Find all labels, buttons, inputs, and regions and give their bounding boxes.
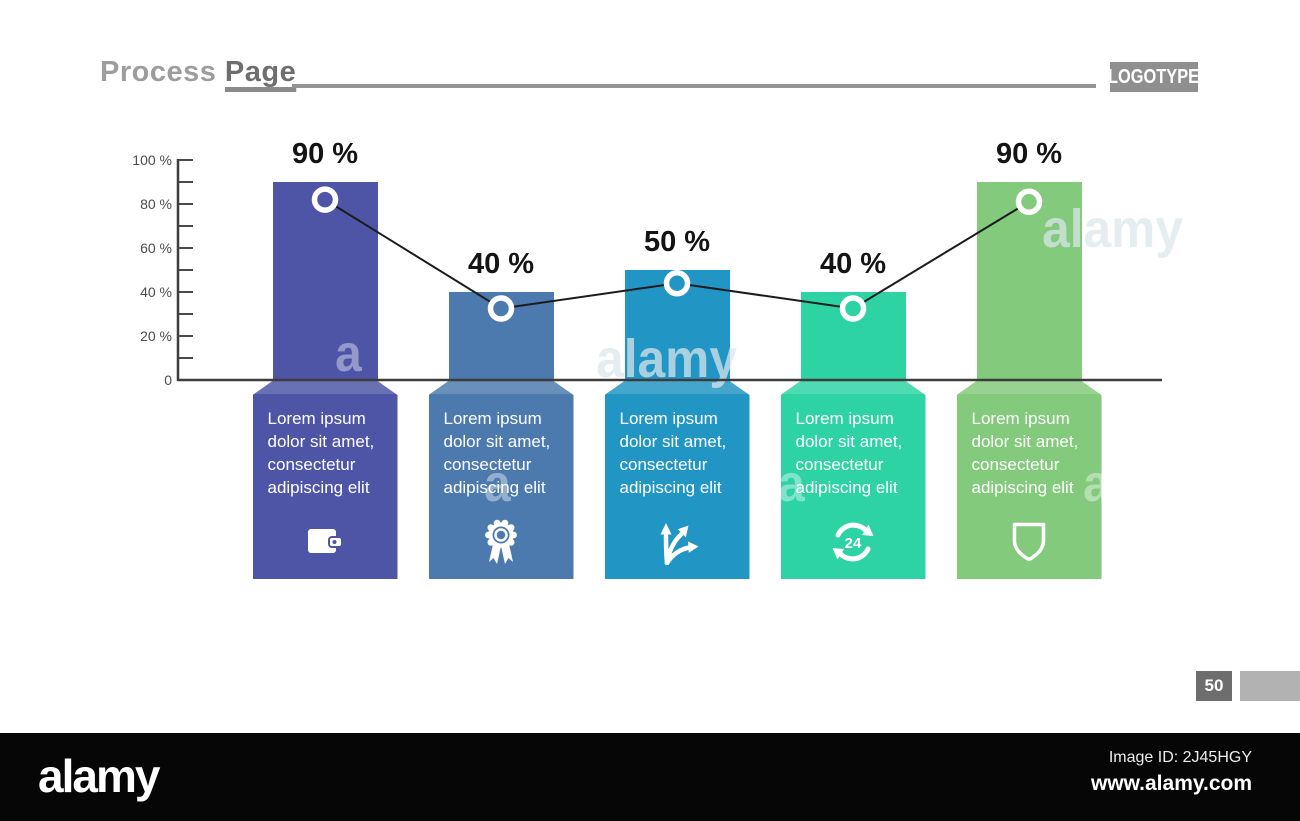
description-text: Lorem ipsum dolor sit amet, consectetur … [267,409,375,497]
slide-number-strip [1240,671,1300,701]
bar-step-4 [800,292,906,382]
ytick-100: 100 % [132,152,172,168]
box-bevel [604,381,750,394]
description-text: Lorem ipsum dolor sit amet, consectetur … [795,409,903,497]
bar-value-label: 40 % [467,248,535,280]
logotype-badge: LOGOTYPE [1108,62,1200,92]
ytick-60: 60 % [140,240,172,256]
bar-step-1 [272,182,378,382]
bar-value-label: 40 % [819,248,887,280]
wallet-icon [253,517,398,567]
process-step-column-4: 40 % Lorem ipsum dolor sit amet, consect… [780,0,926,600]
description-text: Lorem ipsum dolor sit amet, consectetur … [619,409,727,497]
process-step-column-3: 50 % Lorem ipsum dolor sit amet, consect… [604,0,750,600]
box-bevel [252,381,398,394]
logotype-label: LOGOTYPE [1108,65,1200,88]
title-word-process: Process [100,56,217,88]
page-title: Process Page [100,56,296,89]
website-text: www.alamy.com [1090,772,1252,795]
description-box-1: Lorem ipsum dolor sit amet, consectetur … [252,381,398,579]
description-text: Lorem ipsum dolor sit amet, consectetur … [443,409,551,497]
description-box-4: Lorem ipsum dolor sit amet, consectetur … [780,381,926,579]
bar-value-label: 90 % [291,138,359,170]
refresh-24-number: 24 [845,535,862,552]
refresh-24-icon: 24 [781,517,926,567]
bar-value-label: 90 % [995,138,1063,170]
description-box-5: Lorem ipsum dolor sit amet, consectetur … [956,381,1102,579]
medal-icon [429,517,574,567]
description-box-3: Lorem ipsum dolor sit amet, consectetur … [604,381,750,579]
description-text: Lorem ipsum dolor sit amet, consectetur … [971,409,1079,497]
box-bevel [780,381,926,394]
alamy-logo: alamy [38,750,160,802]
bar-step-2 [448,292,554,382]
bar-step-5 [976,182,1082,382]
bar-value-label: 50 % [643,226,711,258]
box-bevel [428,381,574,394]
ytick-20: 20 % [140,328,172,344]
branching-arrows-icon [605,517,750,567]
footer-bar: alamy Image ID: 2J45HGY www.alamy.com [0,733,1300,821]
box-bevel [956,381,1102,394]
process-step-column-5: 90 % Lorem ipsum dolor sit amet, consect… [956,0,1102,600]
image-id-text: Image ID: 2J45HGY [1108,749,1252,766]
axis-minor-ticks [179,159,193,359]
header-rule [292,84,1096,88]
bar-step-3 [624,270,730,382]
shield-icon [957,517,1102,567]
slide-number-badge: 50 [1196,671,1232,701]
footer-credits: Image ID: 2J45HGY www.alamy.com [1091,749,1252,796]
title-word-page: Page [224,56,297,88]
process-step-column-1: 90 % Lorem ipsum dolor sit amet, consect… [252,0,398,600]
slide-number: 50 [1204,676,1224,695]
description-box-2: Lorem ipsum dolor sit amet, consectetur … [428,381,574,579]
ytick-40: 40 % [140,284,172,300]
ytick-80: 80 % [140,196,172,212]
ytick-0: 0 [164,372,172,388]
process-step-column-2: 40 % Lorem ipsum dolor sit amet, consect… [428,0,574,600]
